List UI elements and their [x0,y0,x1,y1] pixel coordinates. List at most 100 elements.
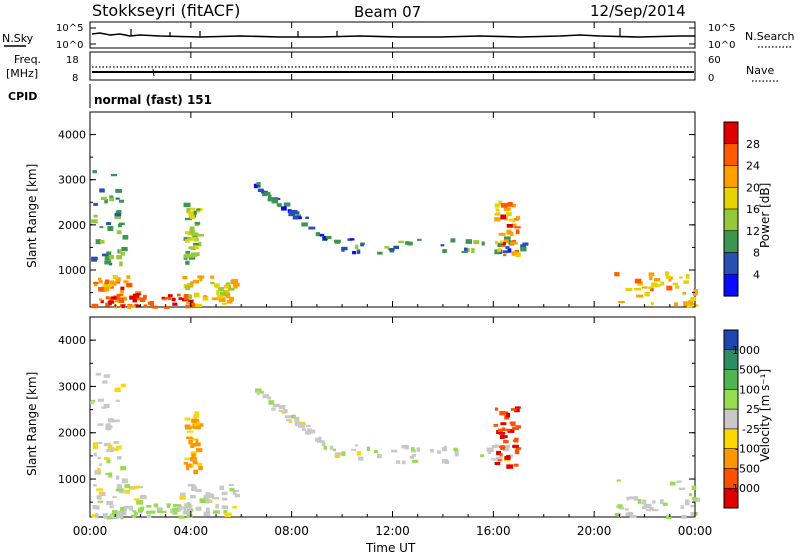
echo-region-3 [179,483,241,517]
power-y-axis-label: Slant Range [km] [25,164,39,268]
echo-region-5 [255,388,346,458]
velocity-colorbar-cell [724,409,738,430]
freq-bottom-tick: 8 [72,73,78,84]
nave-top-tick: 60 [708,55,721,66]
noise-top-right-tick: 10^5 [708,23,735,34]
power-y-ticks: 4000 3000 2000 1000 [58,129,695,294]
power-colorbar-tick: 4 [753,268,760,281]
velocity-colorbar-tick: -500 [735,462,760,475]
velocity-y-ticks: 4000 3000 2000 1000 [58,334,695,503]
freq-label: Freq. [14,53,41,66]
echo-region-1 [106,503,193,520]
velocity-y-tick-label: 4000 [58,334,86,347]
x-tick-label: 16:00 [476,524,511,538]
velocity-colorbar-tick: -25 [742,423,760,436]
velocity-plot-frame [89,316,696,518]
power-colorbar-cell [724,274,738,297]
x-axis-ticks: 00:00 04:00 08:00 12:00 16:00 20:00 00:00 [73,22,713,538]
power-colorbar-cell [724,230,738,254]
velocity-colorbar-cell [724,330,738,351]
echo-region-2 [90,372,128,484]
noise-bottom-left-tick: 10^0 [56,40,83,51]
echo-region-7 [493,406,522,469]
power-colorbar-cell [724,122,738,145]
power-colorbar-tick: 24 [746,160,760,173]
power-plot-frame [89,111,696,308]
velocity-colorbar-tick: 100 [739,383,760,396]
nave-bottom-tick: 0 [708,73,714,84]
noise-sky-label: N.Sky [2,32,34,45]
velocity-colorbar-cell [724,448,738,469]
x-tick-label: 00:00 [73,524,108,538]
power-colorbar-tick: 8 [753,247,760,260]
velocity-colorbar-tick: 25 [746,403,760,416]
velocity-colorbar-cell [724,468,738,489]
noise-ticks [90,27,695,45]
power-colorbar-tick: 12 [746,225,760,238]
power-panel: 4000 3000 2000 1000 Slant Range [km] 28 24 20… [25,111,772,309]
power-y-tick-label: 4000 [58,129,86,142]
noise-top-left-tick: 10^5 [56,23,83,34]
power-colorbar-cell [724,165,738,188]
cpid-label: CPID [8,90,37,103]
beam-label: Beam 07 [354,3,421,21]
power-y-tick-label: 2000 [58,219,86,232]
velocity-colorbar-tick: -100 [735,443,760,456]
power-colorbar: 28 24 20 16 12 8 4 [723,121,760,297]
x-tick-label: 12:00 [375,524,410,538]
nave-label: Nave [746,64,774,77]
velocity-colorbar-label: Velocity [m s⁻¹] [758,369,772,462]
x-tick-label: 00:00 [678,524,713,538]
velocity-colorbar-cell [724,369,738,390]
velocity-colorbar: 1000 500 100 25 -25 -100 -500 -1000 [723,329,760,509]
power-colorbar-cell [724,209,738,232]
x-tick-label: 08:00 [274,524,309,538]
power-colorbar-tick: 16 [746,203,760,216]
freq-top-tick: 18 [66,55,79,66]
velocity-y-tick-label: 1000 [58,473,86,486]
echo-region-2 [91,170,129,267]
power-colorbar-label: Power [dB] [758,183,772,248]
velocity-panel: 4000 3000 2000 1000 Slant Range [km] 1000 50… [25,316,772,520]
velocity-y-tick-label: 2000 [58,427,86,440]
noise-bottom-right-tick: 10^0 [708,40,735,51]
echo-region-4 [183,202,204,265]
echo-region-7 [494,200,521,258]
freq-unit-label: [MHz] [6,67,38,80]
power-y-tick-label: 1000 [58,264,86,277]
power-colorbar-cell [724,143,738,167]
echo-region-6 [347,236,529,255]
power-colorbar-tick: 20 [746,181,760,194]
x-axis-label: Time UT [365,541,416,554]
echo-region-8 [614,271,699,308]
date-label: 12/Sep/2014 [590,2,686,20]
velocity-colorbar-cell [724,428,738,450]
noise-panel: N.Sky 10^5 10^0 10^5 10^0 N.Search [2,21,795,51]
x-tick-label: 20:00 [577,524,612,538]
velocity-y-tick-label: 3000 [58,380,86,393]
power-echoes [91,170,699,309]
echo-region-0 [91,484,147,520]
power-colorbar-cell [724,187,738,210]
velocity-colorbar-cell [724,349,738,371]
echo-region-8 [614,479,700,519]
power-colorbar-tick: 28 [746,138,760,151]
velocity-colorbar-tick: -1000 [728,482,760,495]
power-colorbar-cell [724,252,738,275]
velocity-colorbar-cell [724,389,738,410]
velocity-colorbar-tick: 1000 [732,344,760,357]
station-title: Stokkseyri (fitACF) [92,1,240,20]
echo-region-3 [182,275,240,307]
velocity-colorbar-cell [724,488,738,509]
cpid-mode: normal (fast) 151 [94,93,212,107]
x-tick-label: 04:00 [174,524,209,538]
velocity-echoes [90,372,700,520]
noise-sky-trace [91,32,695,38]
power-y-tick-label: 3000 [58,174,86,187]
echo-region-5 [253,182,348,252]
noise-spikes [130,28,621,37]
velocity-y-axis-label: Slant Range [km] [25,372,39,476]
echo-region-4 [183,411,204,475]
velocity-colorbar-tick: 500 [739,364,760,377]
